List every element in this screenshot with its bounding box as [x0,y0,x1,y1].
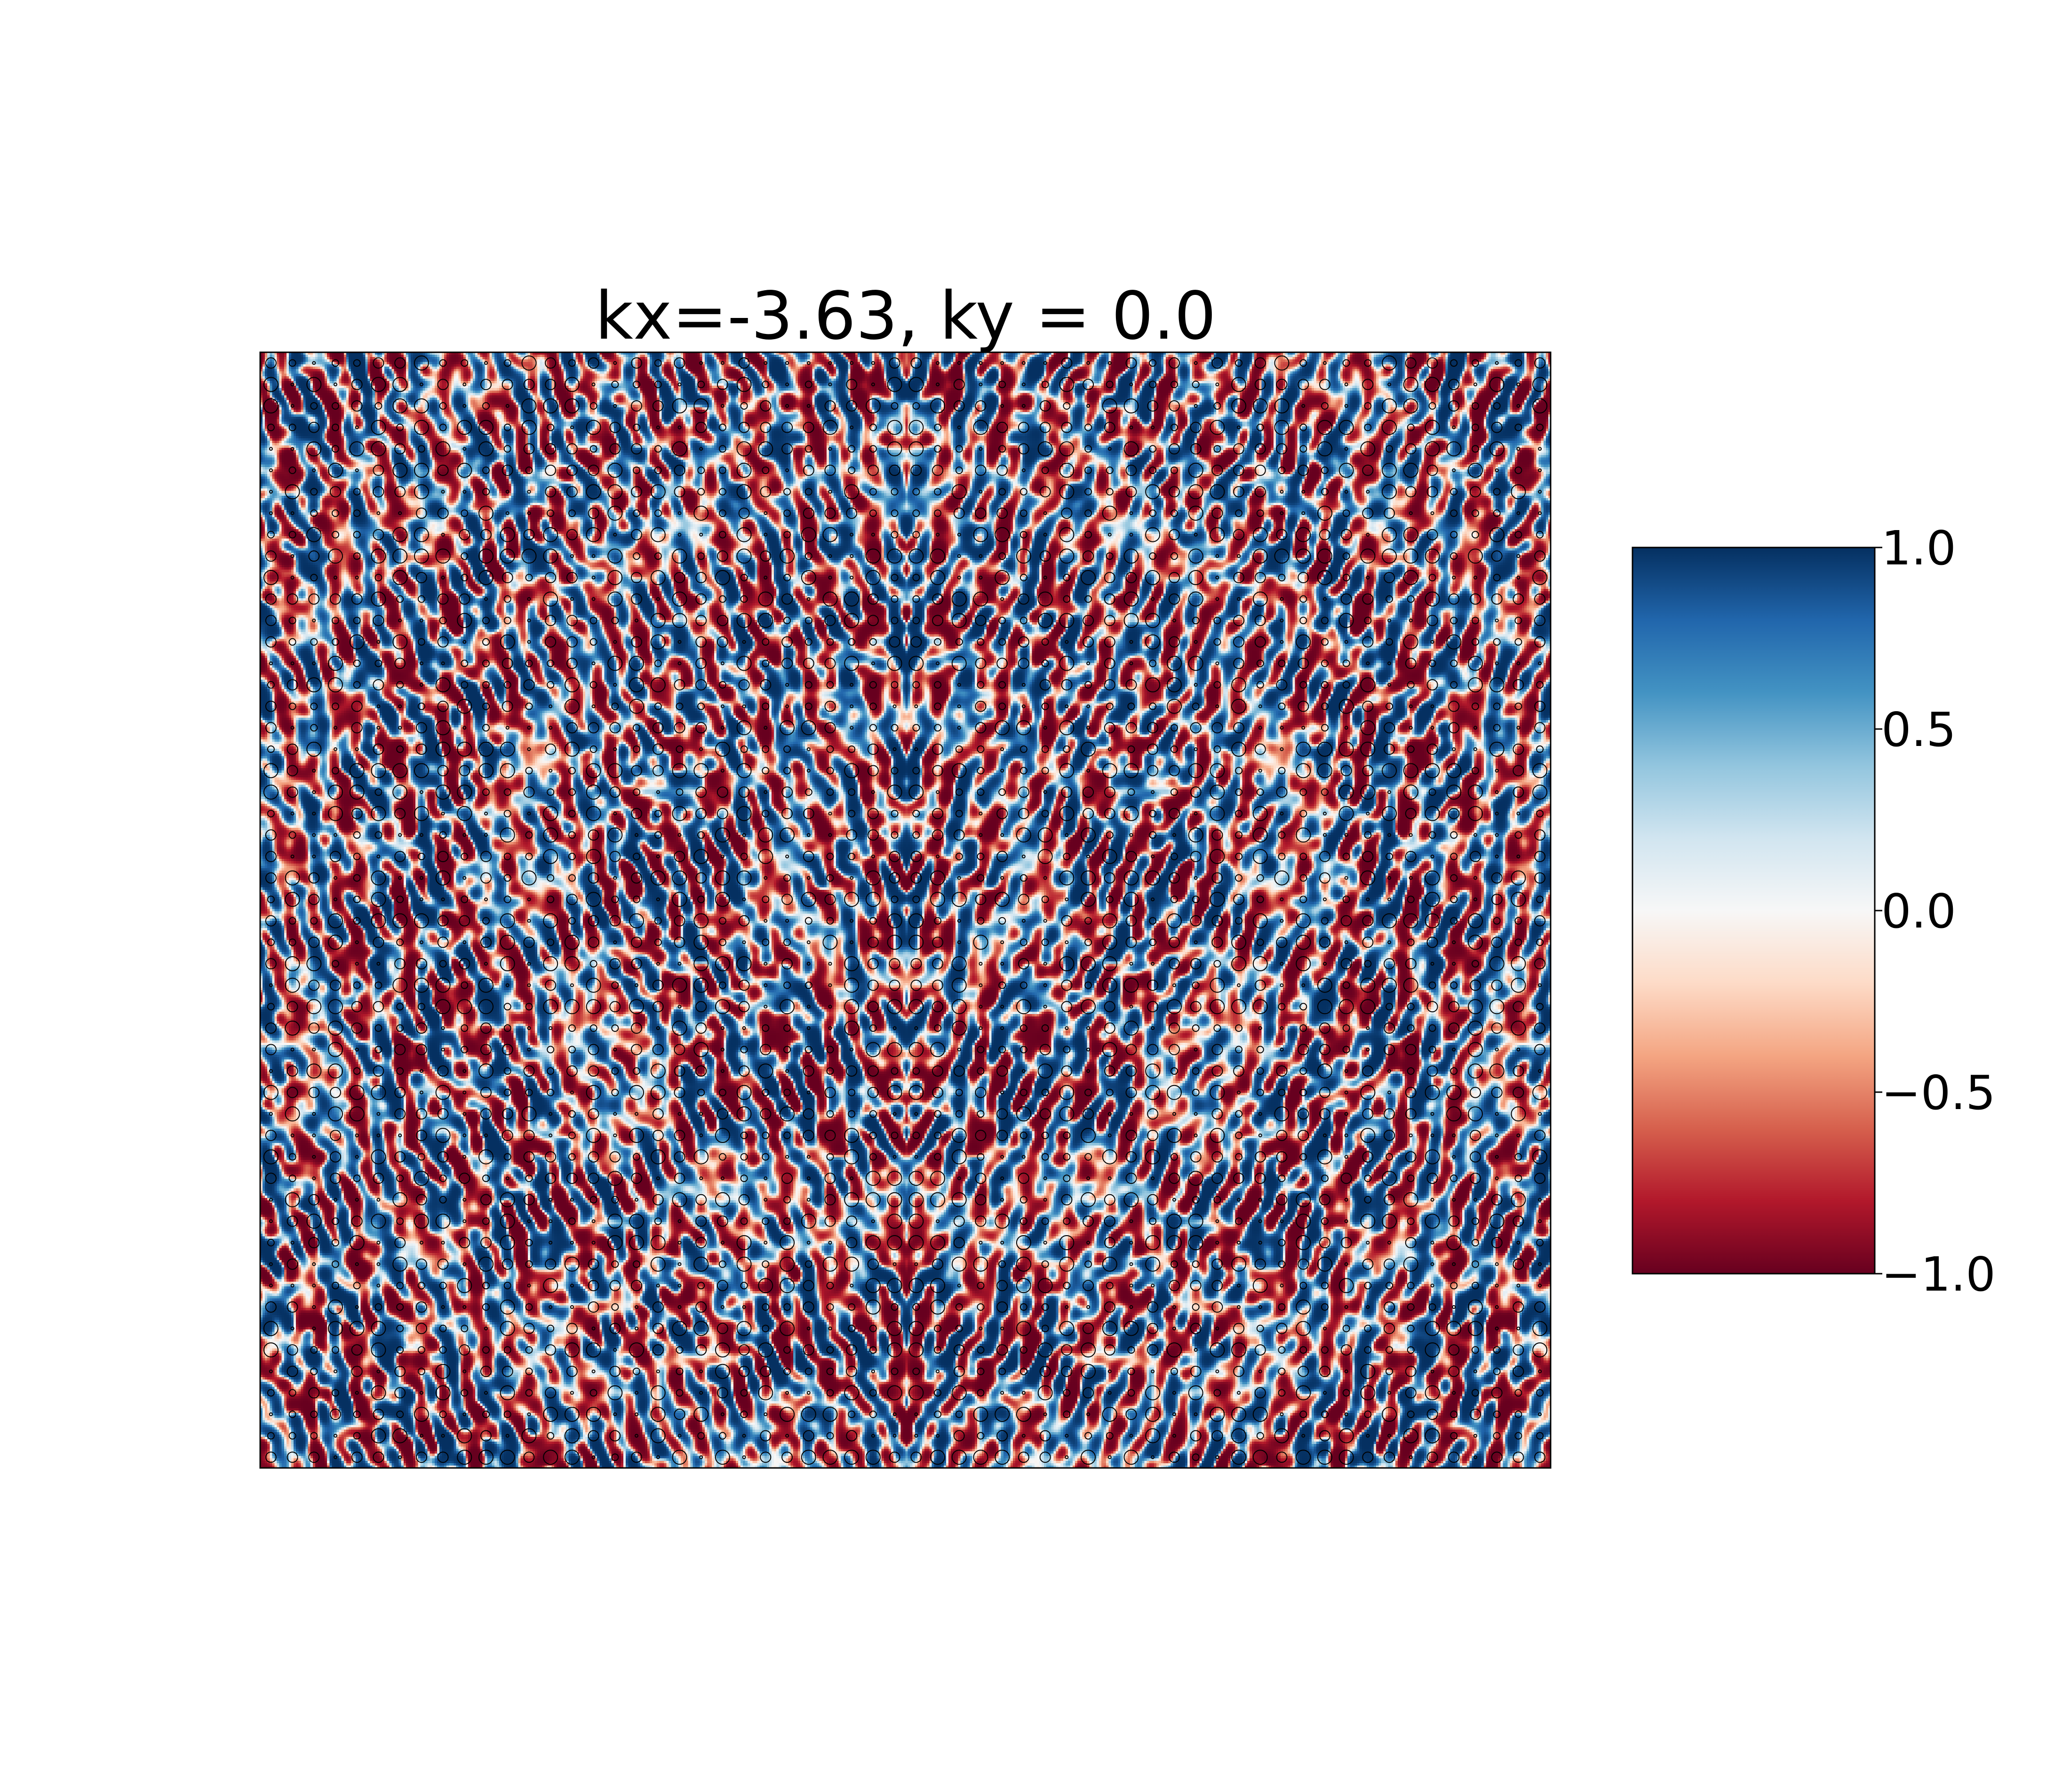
colorbar-tick-label: 0.0 [1881,884,1956,939]
chart-title: kx=-3.63, ky = 0.0 [595,278,1216,355]
heatmap-image [260,352,1551,1468]
colorbar-frame [1632,547,1876,1275]
colorbar-tick-label: 0.5 [1881,702,1956,757]
colorbar-gradient [1632,547,1875,1274]
colorbar-tick-label: −0.5 [1881,1065,1996,1120]
colorbar-tick-label: 1.0 [1881,521,1956,576]
colorbar-ticks: 1.0 0.5 0.0 −0.5 −1.0 [1875,521,1996,1302]
colorbar: 1.0 0.5 0.0 −0.5 −1.0 [1632,521,1996,1302]
colorbar-tick-label: −1.0 [1881,1247,1996,1302]
